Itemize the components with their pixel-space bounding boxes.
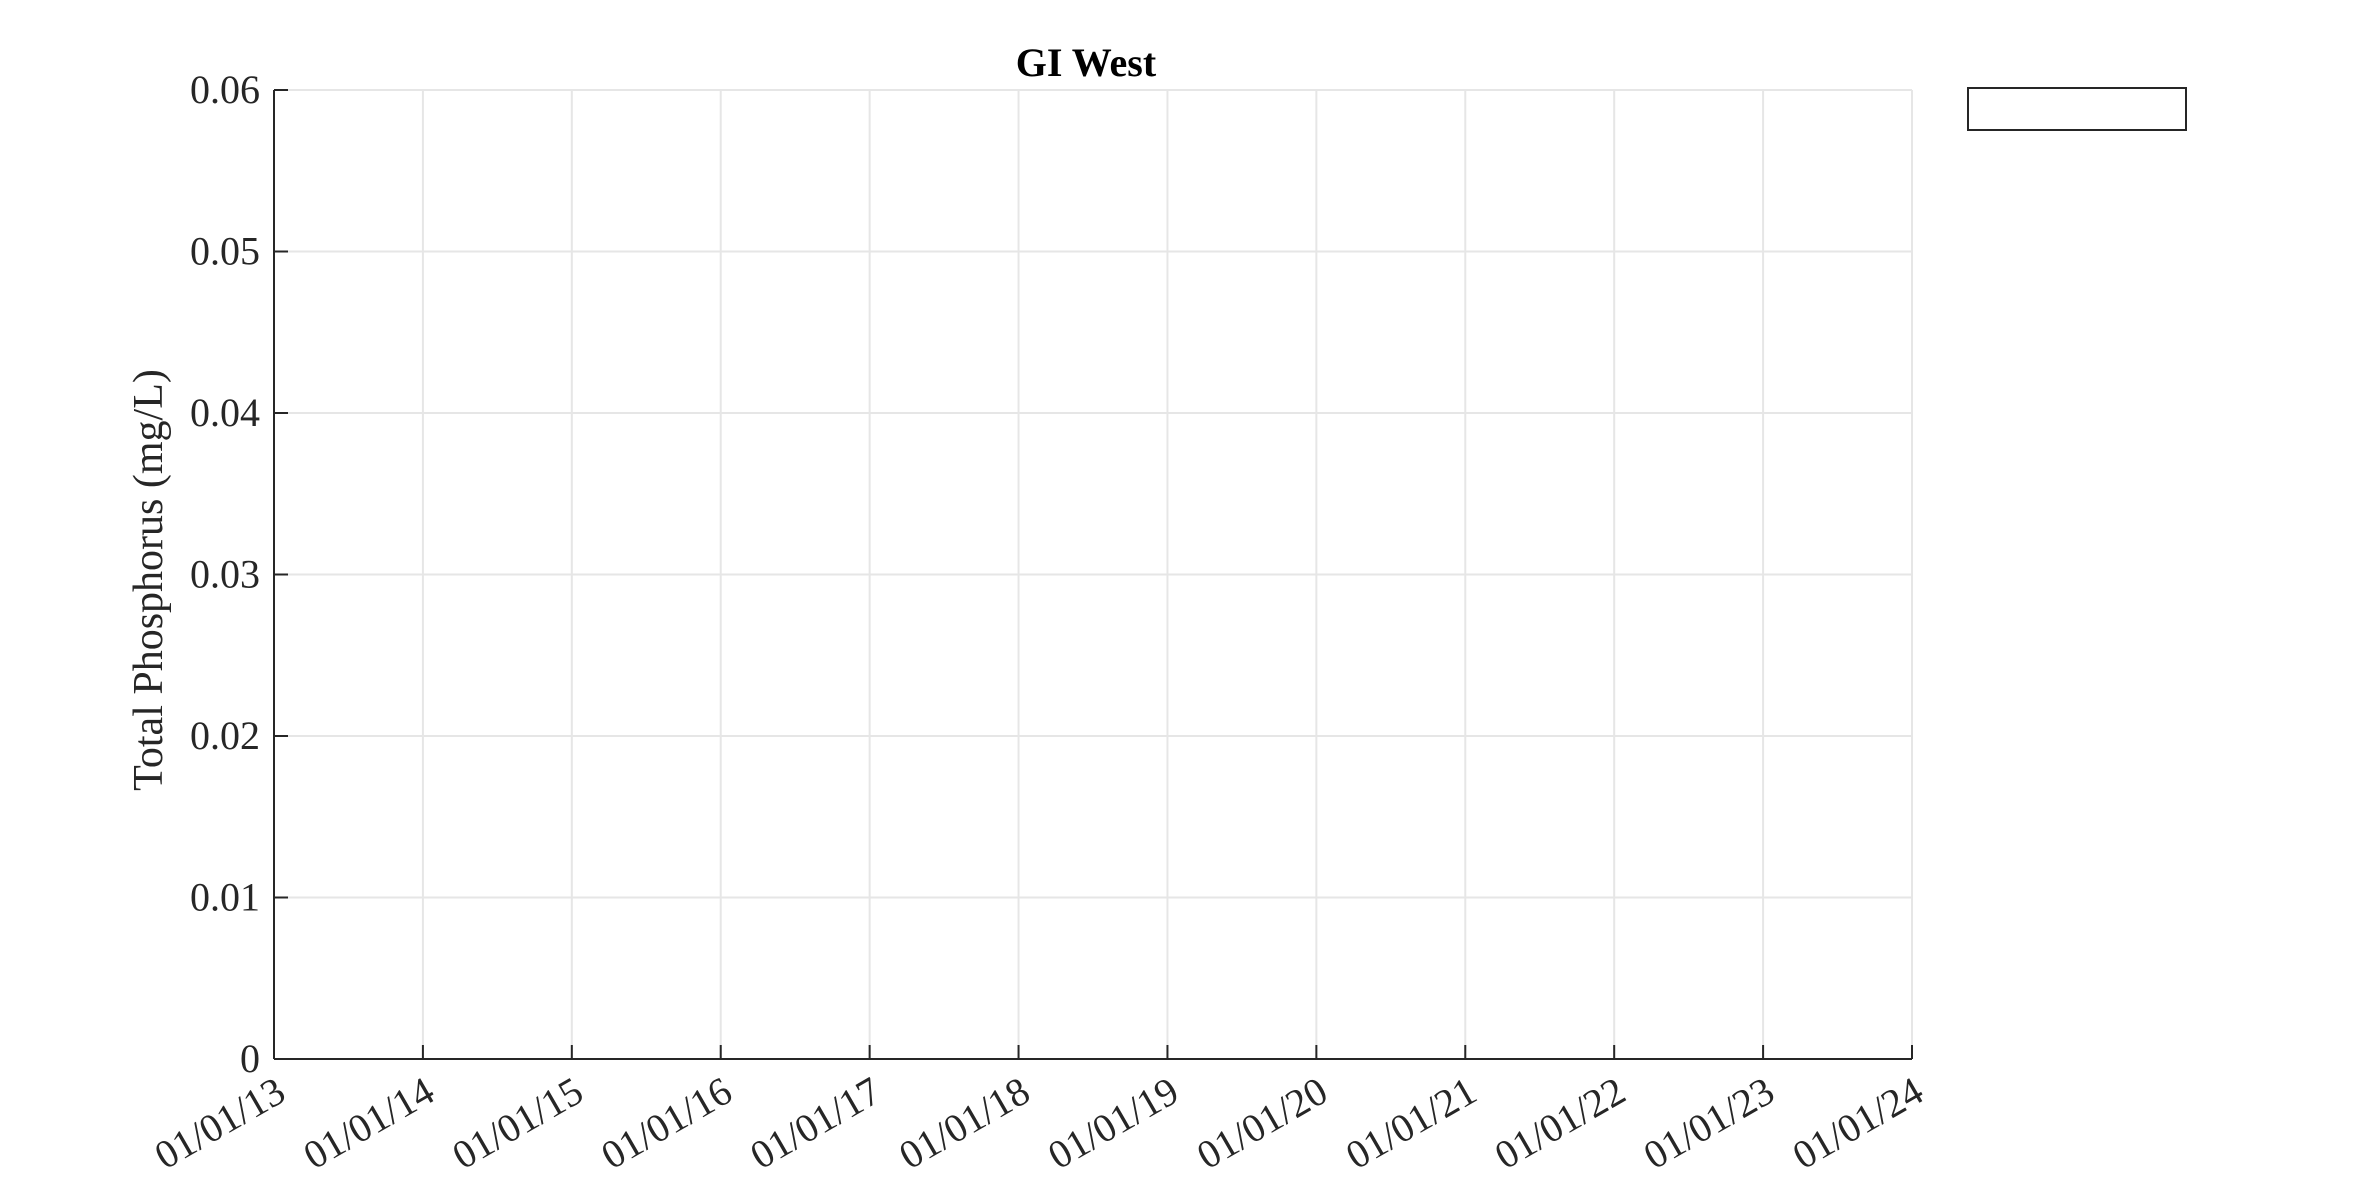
y-axis-label: Total Phosphorus (mg/L) — [126, 369, 172, 791]
x-tick-label: 01/01/21 — [1338, 1068, 1484, 1178]
y-tick-label: 0 — [240, 1036, 260, 1081]
y-tick-label: 0.04 — [190, 390, 260, 435]
x-tick-label: 01/01/19 — [1040, 1068, 1186, 1178]
chart-title: GI West — [1016, 40, 1157, 85]
x-tick-label: 01/01/15 — [445, 1068, 591, 1178]
x-tick-label: 01/01/14 — [296, 1068, 442, 1178]
x-tick-label: 01/01/23 — [1636, 1068, 1782, 1178]
y-tick-label: 0.02 — [190, 713, 260, 758]
x-tick-label: 01/01/20 — [1189, 1068, 1335, 1178]
x-tick-label: 01/01/24 — [1785, 1068, 1931, 1178]
y-tick-label: 0.06 — [190, 67, 260, 112]
x-tick-label: 01/01/18 — [891, 1068, 1037, 1178]
x-tick-label: 01/01/16 — [594, 1068, 740, 1178]
x-tick-label: 01/01/17 — [742, 1068, 888, 1178]
grid — [274, 89, 1913, 1059]
y-tick-label: 0.05 — [190, 229, 260, 274]
y-tick-label: 0.01 — [190, 875, 260, 920]
x-tick-label: 01/01/13 — [147, 1068, 293, 1178]
y-tick-label: 0.03 — [190, 552, 260, 597]
x-tick-label: 01/01/22 — [1487, 1068, 1633, 1178]
ticks: 01/01/13 01/01/14 01/01/15 01/01/16 01/01/17… — [147, 67, 1931, 1178]
legend-box — [1967, 87, 2187, 131]
